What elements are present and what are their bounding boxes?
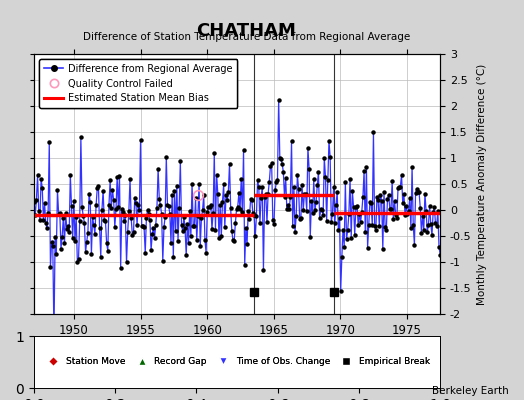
Legend: Station Move, Record Gap, Time of Obs. Change, Empirical Break: Station Move, Record Gap, Time of Obs. C…	[40, 353, 434, 371]
Text: Berkeley Earth: Berkeley Earth	[432, 386, 508, 396]
Y-axis label: Monthly Temperature Anomaly Difference (°C): Monthly Temperature Anomaly Difference (…	[477, 63, 487, 305]
Text: Difference of Station Temperature Data from Regional Average: Difference of Station Temperature Data f…	[83, 32, 410, 42]
Legend: Difference from Regional Average, Quality Control Failed, Estimated Station Mean: Difference from Regional Average, Qualit…	[39, 59, 237, 108]
Text: CHATHAM: CHATHAM	[196, 22, 296, 40]
